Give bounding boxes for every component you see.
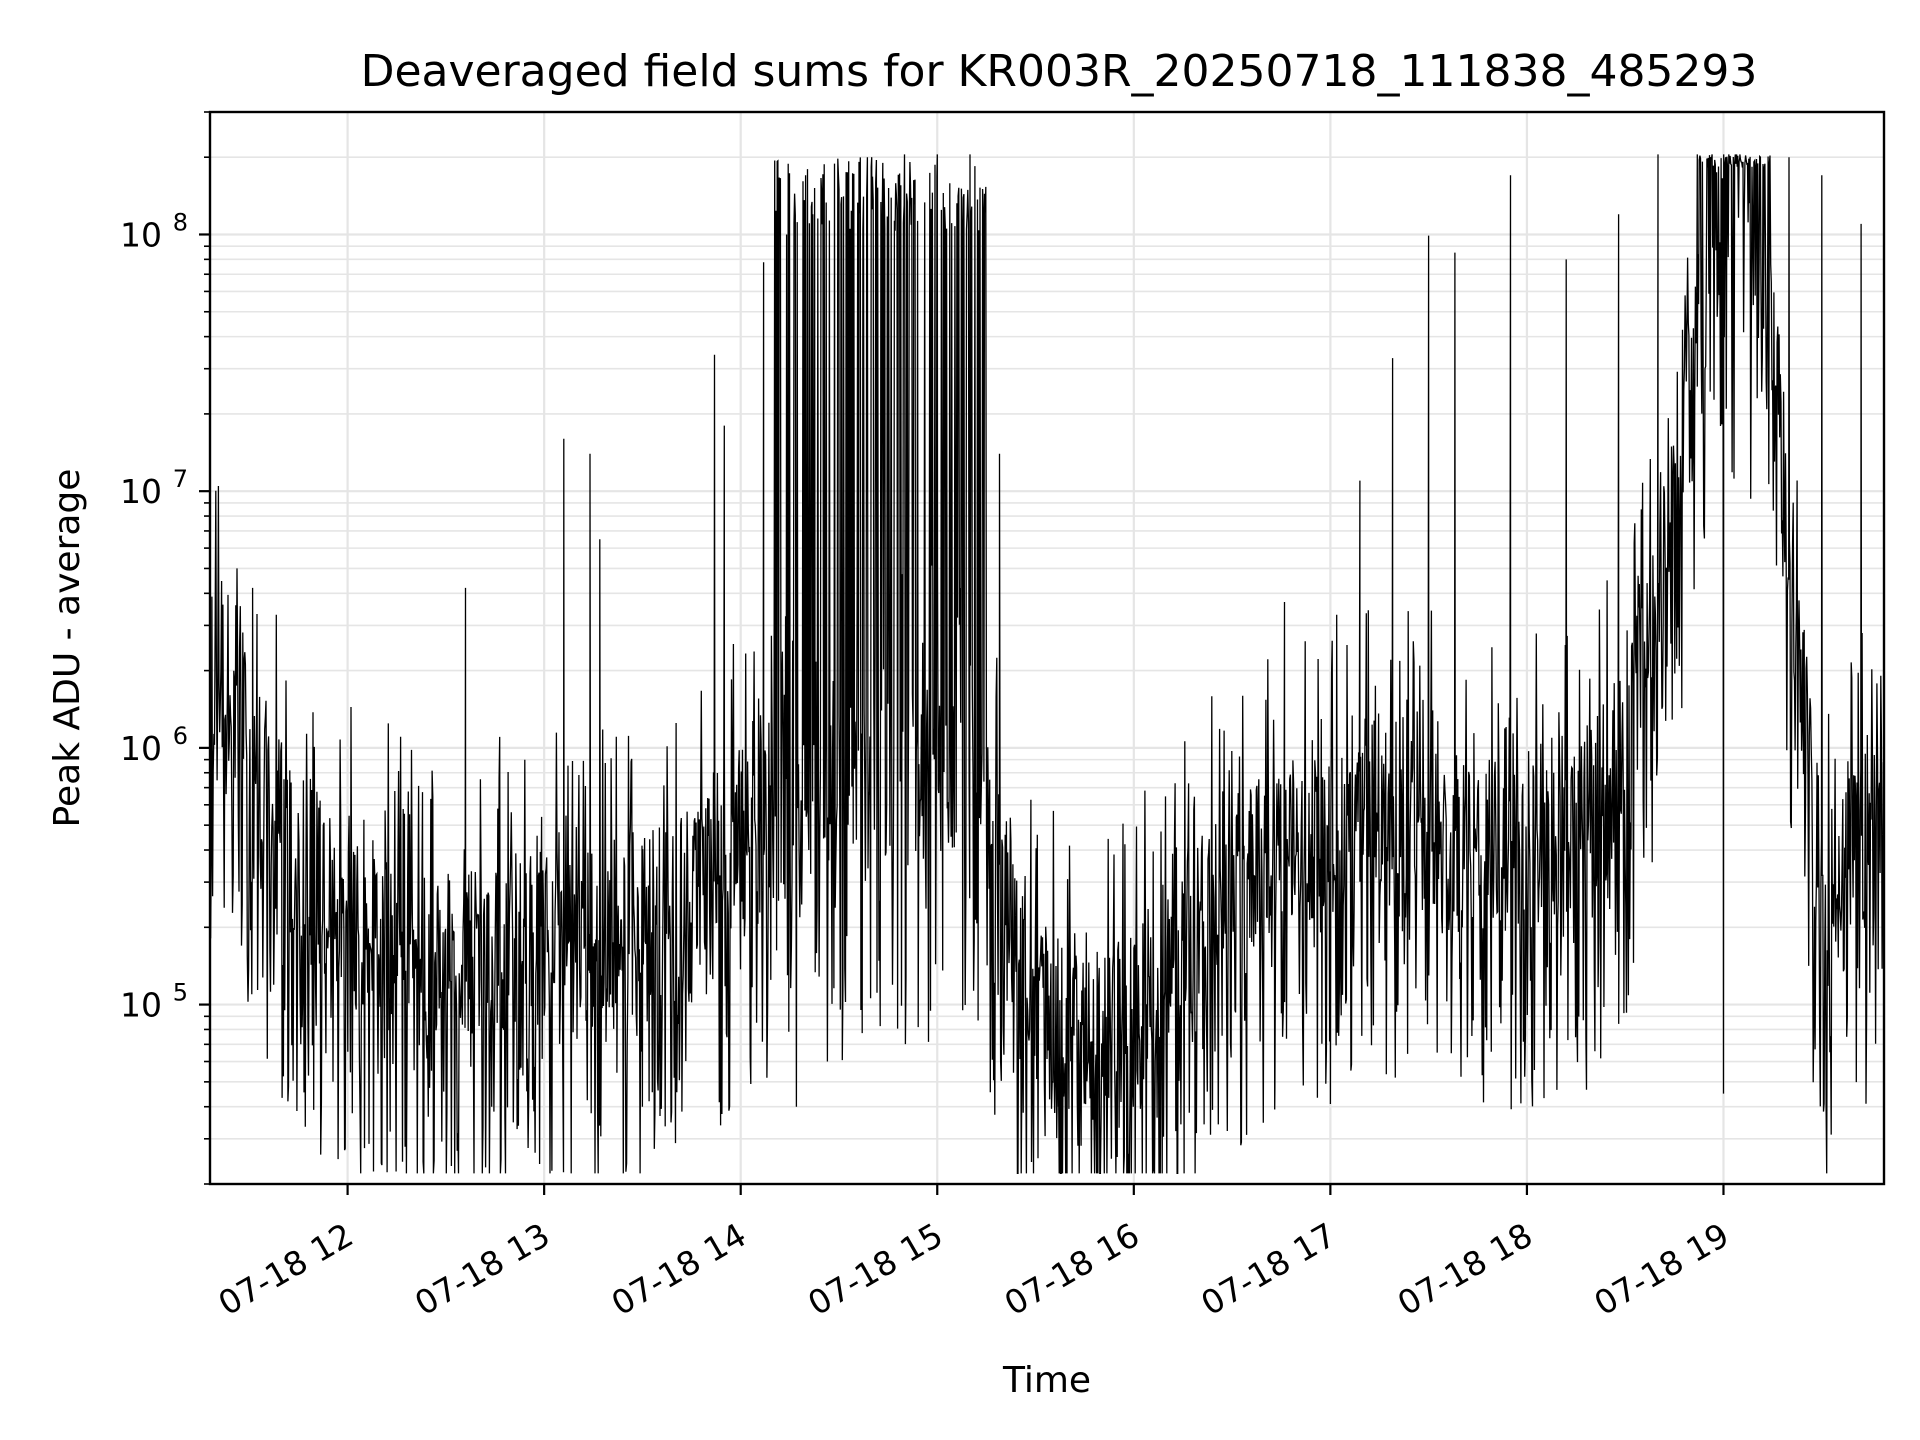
x-axis-label: Time (1002, 1360, 1091, 1401)
y-tick-exponent: 6 (173, 722, 188, 750)
data-series-line (210, 154, 1884, 1175)
chart-title: Deaveraged field sums for KR003R_2025071… (361, 46, 1758, 97)
y-axis-label: Peak ADU - average (47, 469, 88, 828)
y-tick-exponent: 5 (173, 979, 188, 1007)
plot-frame (208, 110, 1886, 1186)
y-tick-exponent: 7 (173, 465, 188, 493)
y-tick-exponent: 8 (173, 208, 188, 236)
data-line (210, 154, 1884, 1175)
